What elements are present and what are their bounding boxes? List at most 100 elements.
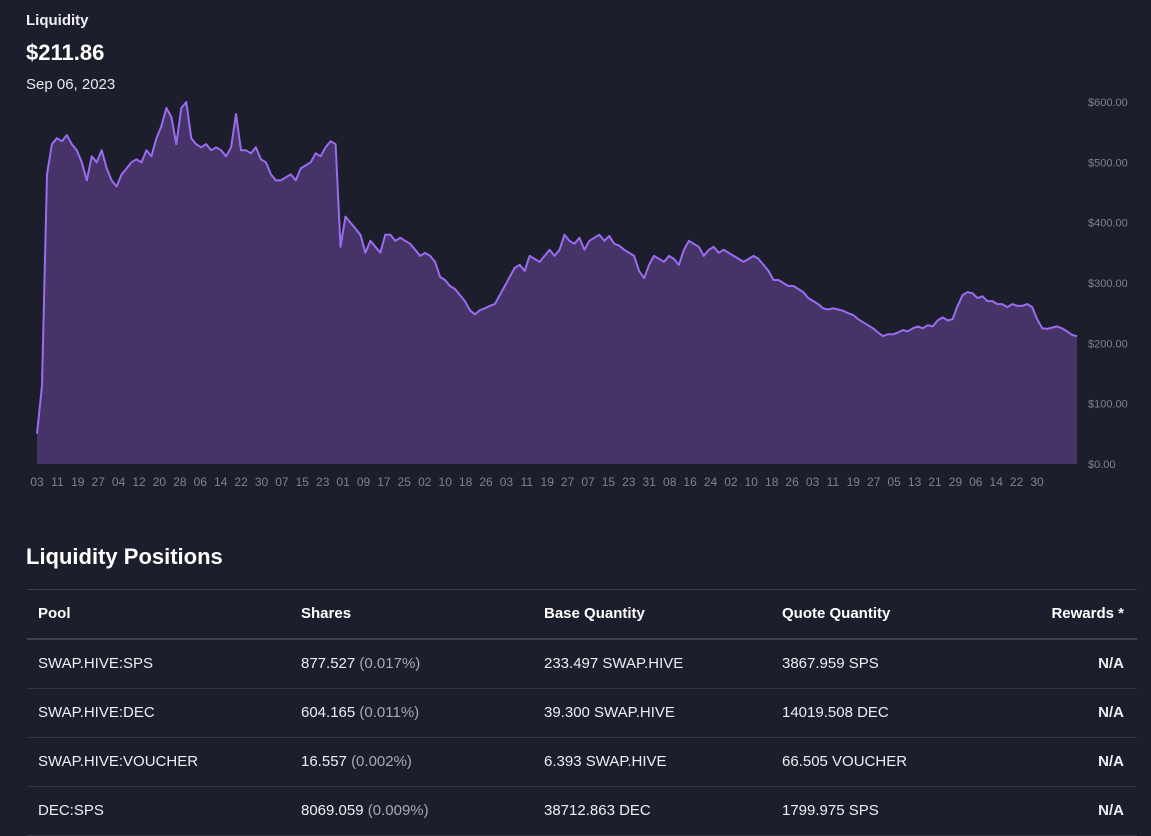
- x-tick-label: 01: [336, 475, 350, 489]
- shares-percent: (0.002%): [351, 753, 412, 770]
- pool-cell: SWAP.HIVE:VOUCHER: [38, 753, 199, 770]
- table-header-row: Pool Shares Base Quantity Quote Quantity…: [27, 590, 1137, 640]
- x-tick-label: 22: [234, 475, 248, 489]
- quote-quantity-cell: 14019.508 DEC: [782, 704, 889, 721]
- x-tick-label: 07: [581, 475, 595, 489]
- shares-value: 8069.059: [301, 802, 364, 819]
- table-row[interactable]: SWAP.HIVE:DEC 604.165 (0.011%) 39.300 SW…: [27, 689, 1137, 738]
- liquidity-area-chart[interactable]: $600.00 $500.00 $400.00 $300.00 $200.00 $100.…: [0, 90, 1151, 500]
- x-tick-label: 08: [663, 475, 677, 489]
- x-tick-label: 30: [1030, 475, 1044, 489]
- x-tick-label: 25: [398, 475, 412, 489]
- base-quantity-cell: 233.497 SWAP.HIVE: [544, 655, 684, 672]
- column-header-shares[interactable]: Shares: [301, 605, 352, 622]
- shares-value: 877.527: [301, 655, 356, 672]
- x-tick-label: 09: [357, 475, 371, 489]
- summary-date: Sep 06, 2023: [26, 76, 116, 93]
- x-tick-label: 15: [602, 475, 616, 489]
- x-tick-label: 24: [704, 475, 718, 489]
- shares-cell: 604.165 (0.011%): [301, 689, 419, 737]
- x-tick-label: 14: [214, 475, 228, 489]
- quote-quantity-cell: 66.505 VOUCHER: [782, 753, 908, 770]
- y-tick-label: $400.00: [1088, 218, 1128, 230]
- x-tick-label: 05: [887, 475, 901, 489]
- rewards-cell: N/A: [1098, 802, 1124, 819]
- x-tick-label: 27: [867, 475, 881, 489]
- x-tick-label: 18: [459, 475, 473, 489]
- series-line: [36, 101, 1078, 434]
- x-tick-label: 12: [132, 475, 146, 489]
- x-tick-label: 17: [377, 475, 391, 489]
- shares-percent: (0.011%): [359, 704, 420, 721]
- quote-quantity-cell: 1799.975 SPS: [782, 802, 879, 819]
- x-tick-label: 31: [643, 475, 657, 489]
- summary-label: Liquidity: [26, 12, 89, 29]
- x-tick-label: 14: [990, 475, 1004, 489]
- column-header-base-quantity[interactable]: Base Quantity: [544, 605, 645, 622]
- x-tick-label: 19: [541, 475, 555, 489]
- x-tick-label: 19: [71, 475, 85, 489]
- x-tick-label: 23: [622, 475, 636, 489]
- x-tick-label: 19: [847, 475, 861, 489]
- y-tick-label: $100.00: [1088, 399, 1128, 411]
- x-axis: 03 11 19 27 04 12 20 28 06 14 22 30 07 15 23 01 09 17 25 02…: [30, 475, 1044, 489]
- table-row[interactable]: DEC:SPS 8069.059 (0.009%) 38712.863 DEC …: [27, 787, 1137, 836]
- column-header-pool[interactable]: Pool: [38, 605, 71, 622]
- x-tick-label: 10: [439, 475, 453, 489]
- y-tick-label: $300.00: [1088, 278, 1128, 290]
- x-tick-label: 02: [724, 475, 738, 489]
- x-tick-label: 02: [418, 475, 432, 489]
- x-tick-label: 27: [561, 475, 575, 489]
- column-header-quote-quantity[interactable]: Quote Quantity: [782, 605, 891, 622]
- rewards-cell: N/A: [1098, 704, 1124, 721]
- x-tick-label: 15: [296, 475, 310, 489]
- x-tick-label: 26: [785, 475, 799, 489]
- positions-table: Pool Shares Base Quantity Quote Quantity…: [27, 589, 1137, 836]
- y-axis: $600.00 $500.00 $400.00 $300.00 $200.00 $100.…: [1088, 97, 1128, 471]
- x-tick-label: 29: [949, 475, 963, 489]
- x-tick-label: 30: [255, 475, 269, 489]
- x-tick-label: 23: [316, 475, 330, 489]
- pool-cell: SWAP.HIVE:SPS: [38, 655, 154, 672]
- quote-quantity-cell: 3867.959 SPS: [782, 655, 879, 672]
- x-tick-label: 13: [908, 475, 922, 489]
- shares-cell: 16.557 (0.002%): [301, 738, 412, 786]
- shares-cell: 877.527 (0.017%): [301, 640, 420, 688]
- x-tick-label: 16: [683, 475, 697, 489]
- x-tick-label: 20: [153, 475, 167, 489]
- x-tick-label: 03: [500, 475, 514, 489]
- y-tick-label: $0.00: [1088, 459, 1116, 471]
- shares-percent: (0.009%): [367, 802, 429, 819]
- x-tick-label: 04: [112, 475, 126, 489]
- shares-value: 16.557: [301, 753, 347, 770]
- x-tick-label: 11: [827, 475, 840, 489]
- x-tick-label: 06: [969, 475, 983, 489]
- y-tick-label: $200.00: [1088, 338, 1128, 350]
- x-tick-label: 22: [1010, 475, 1024, 489]
- shares-percent: (0.017%): [359, 655, 421, 672]
- x-tick-label: 18: [765, 475, 779, 489]
- y-tick-label: $500.00: [1088, 157, 1128, 169]
- x-tick-label: 27: [92, 475, 106, 489]
- liquidity-positions-title: Liquidity Positions: [26, 544, 223, 569]
- rewards-cell: N/A: [1098, 753, 1124, 770]
- table-row[interactable]: SWAP.HIVE:SPS 877.527 (0.017%) 233.497 S…: [27, 640, 1137, 689]
- area-fill: [37, 102, 1077, 464]
- chart-area-group: [36, 101, 1078, 464]
- x-tick-label: 26: [479, 475, 493, 489]
- shares-cell: 8069.059 (0.009%): [301, 787, 429, 835]
- y-tick-label: $600.00: [1088, 97, 1128, 109]
- x-tick-label: 11: [521, 475, 534, 489]
- x-tick-label: 06: [194, 475, 208, 489]
- pool-cell: SWAP.HIVE:DEC: [38, 704, 155, 721]
- summary-value: $211.86: [26, 40, 105, 65]
- x-tick-label: 03: [806, 475, 820, 489]
- base-quantity-cell: 6.393 SWAP.HIVE: [544, 753, 667, 770]
- base-quantity-cell: 39.300 SWAP.HIVE: [544, 704, 675, 721]
- x-tick-label: 07: [275, 475, 289, 489]
- table-row[interactable]: SWAP.HIVE:VOUCHER 16.557 (0.002%) 6.393 …: [27, 738, 1137, 787]
- x-tick-label: 10: [745, 475, 759, 489]
- column-header-rewards[interactable]: Rewards *: [1051, 605, 1124, 622]
- x-tick-label: 21: [928, 475, 942, 489]
- shares-value: 604.165: [301, 704, 356, 721]
